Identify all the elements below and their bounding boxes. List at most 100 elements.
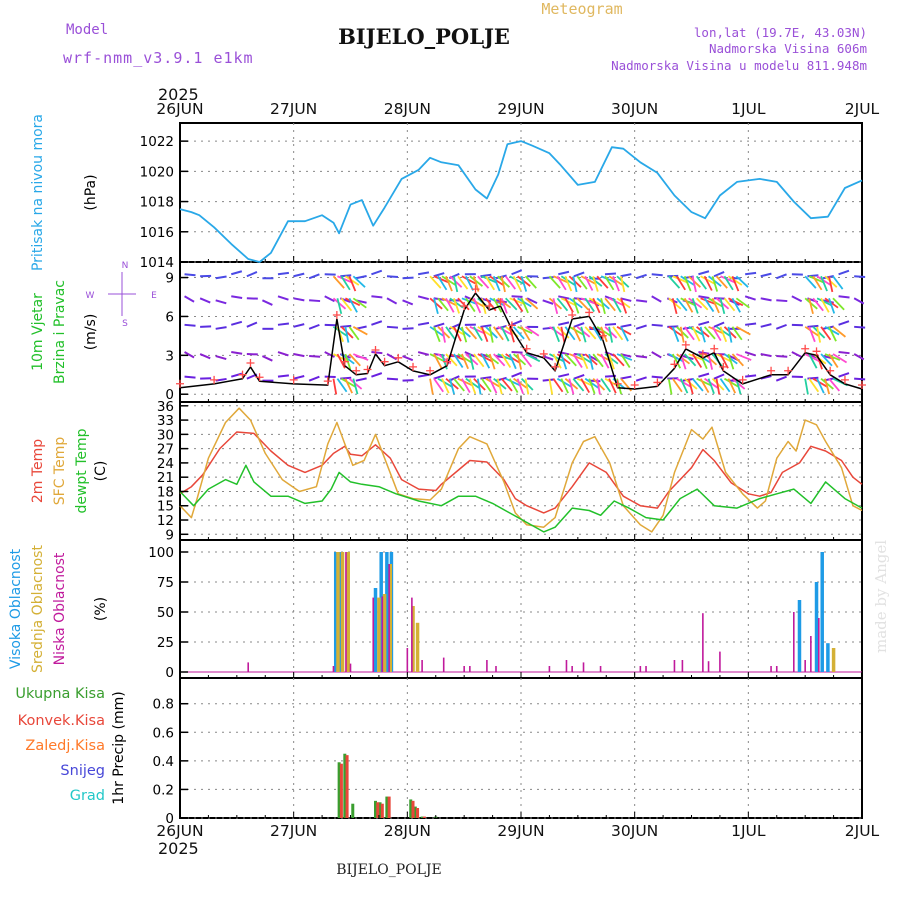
ytick-label-precip: 0.2: [153, 782, 174, 798]
wind-arrow: [620, 273, 632, 278]
wind-arrow-convective: [824, 326, 840, 336]
low_cloud-bar: [388, 564, 390, 672]
wind-arrow: [713, 373, 725, 380]
wind-arrow-convective: [700, 275, 716, 285]
compass-letter: E: [151, 291, 157, 301]
wind-arrow-convective: [608, 378, 617, 394]
wind-arrow-convective: [832, 353, 848, 364]
ytick-label-wind: 9: [165, 271, 174, 287]
high_cloud-bar: [820, 552, 824, 672]
wind-arrow-convective: [703, 326, 716, 340]
wind-arrow-convective: [481, 275, 497, 284]
gust-marker: [246, 359, 255, 367]
wind-arrow-convective: [612, 297, 622, 313]
wind-arrow: [807, 274, 819, 278]
gust-marker: [460, 301, 469, 310]
wind-arrow-convective: [485, 377, 501, 388]
compass-letter: N: [122, 261, 129, 271]
wind-arrow: [760, 272, 772, 278]
conv_precip-bar: [339, 763, 343, 818]
model-elevation-text: Nadmorska Visina u modelu 811.948m: [611, 58, 867, 73]
wind-arrow-convective: [348, 297, 358, 313]
wind-arrow-convective: [715, 378, 721, 395]
wind-arrow-convective: [457, 353, 472, 364]
wind-arrow-convective: [500, 353, 512, 368]
wind-arrow-convective: [612, 353, 625, 367]
wind-arrow: [651, 295, 662, 303]
conv_precip-bar: [422, 816, 426, 818]
high_cloud-bar: [379, 552, 383, 672]
wind-arrow-convective: [824, 353, 841, 361]
wind-arrow: [371, 320, 383, 326]
wind-arrow-convective: [616, 326, 632, 336]
wind-arrow-convective: [820, 297, 830, 313]
wind-arrow: [760, 353, 772, 358]
wind-arrow-convective: [804, 353, 820, 363]
wind-arrow: [246, 271, 258, 278]
wind-arrow: [542, 355, 554, 361]
compass-letter: W: [86, 291, 95, 301]
wind-arrow: [309, 355, 321, 358]
ytick-label-temperature: 24: [157, 456, 174, 472]
gust-marker: [784, 366, 793, 375]
low_cloud-bar: [770, 666, 772, 672]
wind-arrow-convective: [429, 275, 442, 289]
ytick-label-clouds: 50: [157, 605, 174, 621]
wind-arrow-convective: [344, 326, 350, 343]
wind-arrow-convective: [695, 275, 707, 290]
wind-arrow: [231, 351, 243, 355]
wind-arrow: [651, 323, 663, 327]
wind-arrow: [433, 272, 445, 278]
gust-marker: [238, 370, 247, 379]
wind-arrow: [215, 326, 227, 330]
wind-arrow-convective: [708, 325, 724, 335]
ylabel-temperature: 2m Temp: [30, 439, 46, 503]
wind-arrow: [604, 272, 617, 276]
wind-arrow-convective: [812, 275, 823, 291]
wind-arrow-convective: [832, 275, 844, 290]
ytick-label-temperature: 9: [165, 527, 174, 543]
wind-arrow: [651, 273, 663, 277]
wind-arrow-convective: [549, 353, 565, 363]
ytick-label-pressure: 1016: [140, 225, 174, 241]
ylabel-pressure: (hPa): [83, 174, 99, 210]
wind-arrow-convective: [441, 326, 446, 343]
wind-arrow-convective: [804, 275, 817, 289]
wind-arrow-convective: [671, 326, 680, 343]
ylabel-temperature: SFC Temp: [52, 437, 68, 506]
wind-arrow-convective: [488, 378, 498, 394]
ytick-label-pressure: 1022: [140, 134, 174, 150]
low_cloud-bar: [582, 662, 585, 672]
ylabel-wind: Brzina i Pravac: [52, 280, 68, 384]
wind-arrow-convective: [604, 297, 616, 312]
gust-marker: [812, 347, 821, 356]
wind-arrow: [838, 269, 850, 276]
high_cloud-bar: [814, 582, 819, 672]
wind-arrow-convective: [804, 378, 809, 395]
wind-arrow-convective: [476, 378, 482, 395]
wind-arrow-convective: [715, 275, 728, 289]
wind-arrow: [371, 351, 383, 355]
total_precip-bar: [409, 799, 413, 818]
wind-arrow-convective: [352, 297, 367, 309]
total_precip-bar: [343, 753, 347, 818]
gust-marker: [767, 366, 776, 375]
gust-marker: [738, 375, 747, 384]
wind-arrow: [558, 295, 570, 300]
low_cloud-bar: [673, 660, 676, 672]
wind-arrow-convective: [473, 297, 482, 314]
wind-arrow-convective: [473, 353, 485, 368]
wind-arrow: [542, 299, 554, 305]
high_cloud-bar: [338, 552, 343, 672]
wind-arrow: [433, 322, 445, 328]
wind-arrow-convective: [679, 326, 685, 343]
year-bottom: 2025: [158, 839, 199, 858]
wind-arrow-convective: [505, 297, 518, 311]
wind-arrow-convective: [556, 275, 567, 291]
wind-arrow-convective: [509, 297, 525, 305]
wind-arrow: [402, 355, 414, 362]
year-top: 2025: [158, 85, 199, 104]
wind-arrow: [417, 295, 430, 301]
wind-arrow-convective: [348, 275, 357, 292]
wind-arrow-convective: [556, 377, 572, 388]
